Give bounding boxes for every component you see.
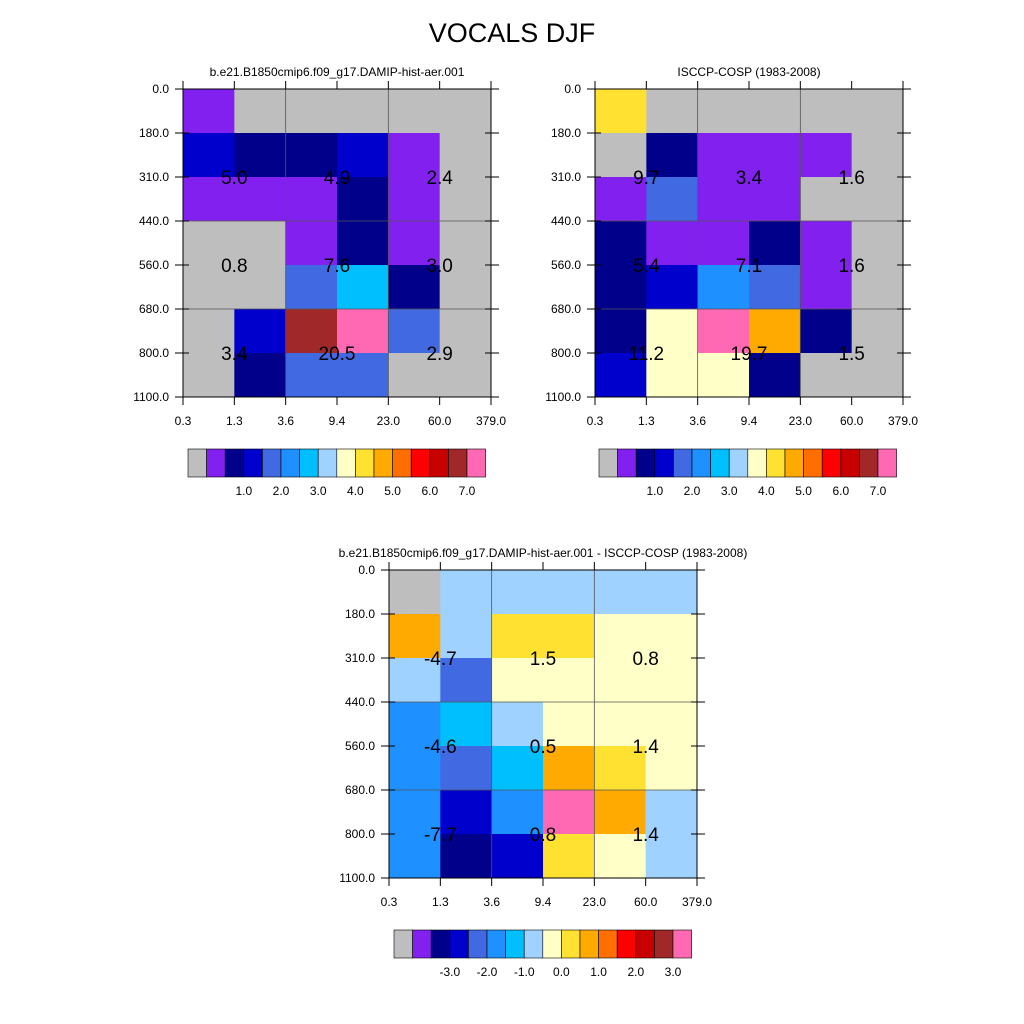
x-tick-label: 0.3 (175, 414, 192, 428)
heatmap-cell (337, 309, 389, 354)
label-bar-tick-label: 4.0 (347, 484, 364, 498)
x-tick-label: 379.0 (476, 414, 506, 428)
heatmap-cell (285, 133, 338, 178)
heatmap-cell (183, 133, 235, 178)
y-tick-label: 440.0 (139, 214, 169, 228)
heatmap-cell (337, 177, 389, 222)
label-bar-box (336, 448, 356, 478)
label-bar-box (410, 448, 431, 478)
x-tick-label: 9.4 (329, 414, 346, 428)
heatmap-cell (234, 133, 287, 178)
label-bar-box (355, 448, 375, 478)
label-bar-box (466, 448, 486, 478)
heatmap-cell (285, 177, 338, 222)
heatmap-cell (285, 89, 338, 134)
heatmap-cell (183, 177, 235, 222)
heatmap-cell (439, 177, 492, 222)
heatmap-cell (388, 309, 441, 354)
heatmap-cell (439, 221, 492, 266)
y-tick-label: 0.0 (152, 82, 169, 96)
cell-value-label: 2.4 (426, 168, 453, 189)
y-tick-label: 1100.0 (133, 390, 169, 404)
label-bar-box (206, 448, 226, 478)
y-tick-label: 310.0 (139, 170, 169, 184)
heatmap-cell (234, 177, 287, 222)
heatmap-cell (388, 265, 441, 310)
cell-value-label: 3.0 (426, 256, 452, 277)
heatmap-cell (388, 89, 441, 134)
heatmap-cell (439, 89, 492, 134)
heatmap-cells (183, 89, 492, 398)
x-tick-label: 23.0 (377, 414, 401, 428)
heatmap-cell (285, 309, 338, 354)
heatmap-cell (285, 353, 338, 398)
heatmap-cell (337, 221, 389, 266)
label-bar-tick-label: 1.0 (235, 484, 252, 498)
heatmap-cell (234, 221, 287, 266)
page-title: VOCALS DJF (428, 18, 596, 48)
label-bar-box (429, 448, 449, 478)
label-bar-tick-label: 6.0 (421, 484, 438, 498)
heatmap-cell (439, 309, 492, 354)
label-bar-tick-label: 5.0 (384, 484, 401, 498)
heatmap-cell (337, 89, 389, 134)
y-tick-label: 180.0 (139, 126, 169, 140)
label-bar-box (224, 448, 245, 478)
cell-value-label: 2.9 (426, 344, 452, 365)
cell-value-label: 20.5 (319, 344, 356, 365)
label-bar-box (243, 448, 263, 478)
cell-value-label: 3.4 (221, 344, 248, 365)
cell-value-label: 0.8 (221, 256, 247, 277)
label-bar-box (448, 448, 468, 478)
grid-lines (183, 89, 491, 397)
x-tick-label: 1.3 (226, 414, 243, 428)
heatmap-cell (388, 353, 441, 398)
heatmap-cell (183, 265, 235, 310)
heatmap-cell (388, 221, 441, 266)
label-bar-tick-label: 7.0 (459, 484, 476, 498)
y-tick-label: 800.0 (139, 346, 169, 360)
heatmap-cell (234, 309, 287, 354)
heatmap-cell (388, 133, 441, 178)
heatmap-cell (183, 309, 235, 354)
heatmap-cell (285, 265, 338, 310)
y-tick-label: 680.0 (139, 302, 169, 316)
label-bar-tick-label: 3.0 (310, 484, 327, 498)
label-bar-tick-label: 2.0 (273, 484, 290, 498)
heatmap-cell (439, 133, 492, 178)
heatmap-cell (234, 89, 287, 134)
heatmap-cell (439, 265, 492, 310)
heatmap-cell (183, 89, 235, 134)
heatmap-cell (388, 177, 441, 222)
heatmap-cell (234, 353, 287, 398)
y-tick-label: 560.0 (139, 258, 169, 272)
panel-subtitle: b.e21.B1850cmip6.f09_g17.DAMIP-hist-aer.… (210, 65, 465, 79)
heatmap-cell (183, 221, 235, 266)
x-tick-label: 60.0 (428, 414, 452, 428)
cell-value-label: 5.0 (221, 168, 247, 189)
label-bar-box (317, 448, 338, 478)
heatmap-cell (439, 353, 492, 398)
heatmap-cell (285, 221, 338, 266)
x-tick-label: 3.6 (277, 414, 294, 428)
label-bar-box (262, 448, 282, 478)
heatmap-cell (234, 265, 287, 310)
heatmap-cell (337, 353, 389, 398)
color-label-bar: 1.0 2.0 3.0 4.0 5.0 6.0 7.0 (187, 448, 486, 498)
label-bar-box (392, 448, 412, 478)
label-bar-box (280, 448, 300, 478)
label-bar-box (299, 448, 319, 478)
cell-value-label: 4.9 (324, 168, 350, 189)
heatmap-cell (337, 133, 389, 178)
label-bar-box (373, 448, 393, 478)
heatmap-cell (183, 353, 235, 398)
cell-value-label: 7.6 (324, 256, 350, 277)
label-bar-box (187, 448, 207, 478)
heatmap-cell (337, 265, 389, 310)
